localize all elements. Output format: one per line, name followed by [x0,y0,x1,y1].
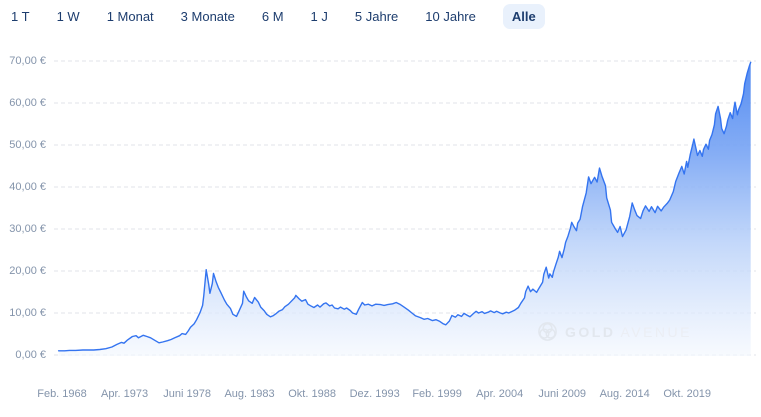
x-axis-label: Apr. 2004 [476,388,524,400]
range-button-1-monat[interactable]: 1 Monat [106,8,154,24]
y-axis-label: 10,00 € [9,307,46,319]
range-button-1-t[interactable]: 1 T [11,8,30,24]
y-axis-label: 0,00 € [15,349,46,361]
range-button-6-m[interactable]: 6 M [261,8,284,24]
y-axis-label: 70,00 € [9,55,46,67]
x-axis-label: Aug. 2014 [599,388,650,400]
y-axis-label: 50,00 € [9,139,46,151]
range-button-3-monate[interactable]: 3 Monate [180,8,235,24]
x-axis-label: Okt. 1988 [288,388,336,400]
range-button-1-w[interactable]: 1 W [56,8,80,24]
x-axis-label: Feb. 1999 [412,388,462,400]
price-area-fill [58,62,751,357]
y-axis-label: 20,00 € [9,265,46,277]
x-axis-label: Dez. 1993 [349,388,400,400]
x-axis-label: Juni 2009 [538,388,587,400]
price-line[interactable] [57,61,752,352]
range-button-5-jahre[interactable]: 5 Jahre [354,8,399,24]
x-axis-label: Juni 1978 [163,388,211,400]
x-axis-label: Apr. 1973 [101,388,149,400]
x-axis-label: Okt. 2019 [663,388,712,400]
y-axis-label: 30,00 € [9,223,46,235]
range-button-10-jahre[interactable]: 10 Jahre [425,8,476,24]
x-axis-label: Aug. 1983 [224,388,275,400]
x-axis-label: Feb. 1968 [37,388,87,400]
y-axis-label: 40,00 € [9,181,46,193]
time-range-toolbar: 1 T 1 W 1 Monat 3 Monate 6 M 1 J 5 Jahre 10 Jah… [11,3,545,29]
y-axis-label: 60,00 € [9,97,46,109]
range-button-1-j[interactable]: 1 J [310,8,328,24]
range-button-alle[interactable]: Alle [502,3,545,29]
